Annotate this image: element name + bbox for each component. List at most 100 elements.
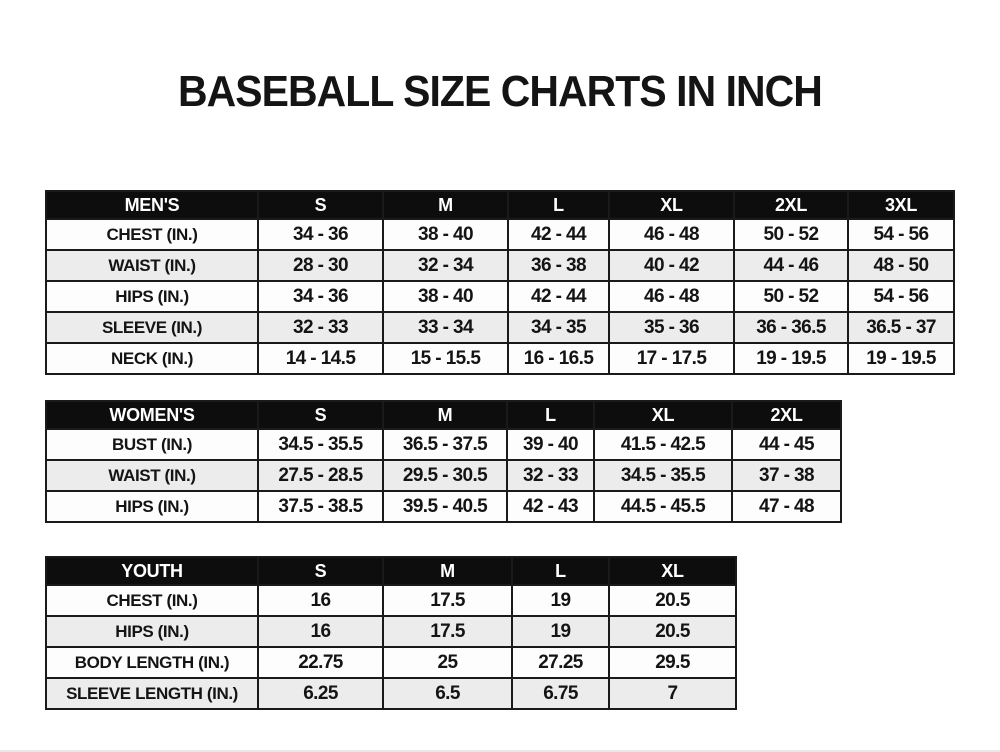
table-group-title: MEN'S (45, 190, 259, 220)
size-column-header: XL (608, 190, 735, 220)
size-value-cell: 41.5 - 42.5 (593, 428, 733, 461)
size-value-cell: 42 - 43 (506, 490, 595, 523)
measurement-row-label: CHEST (IN.) (45, 218, 259, 251)
size-column-header: XL (593, 400, 733, 430)
measurement-row-label: SLEEVE LENGTH (IN.) (45, 677, 259, 710)
size-column-header: S (257, 190, 384, 220)
size-value-cell: 34 - 36 (257, 280, 384, 313)
size-value-cell: 34.5 - 35.5 (257, 428, 384, 461)
size-value-cell: 32 - 33 (257, 311, 384, 344)
size-value-cell: 25 (382, 646, 513, 679)
size-column-header: L (507, 190, 610, 220)
size-value-cell: 50 - 52 (733, 280, 849, 313)
size-value-cell: 40 - 42 (608, 249, 735, 282)
size-value-cell: 34.5 - 35.5 (593, 459, 733, 492)
measurement-row-label: HIPS (IN.) (45, 615, 259, 648)
size-value-cell: 20.5 (608, 615, 737, 648)
size-value-cell: 19 (511, 615, 610, 648)
table-row: BUST (IN.) 34.5 - 35.5 36.5 - 37.5 39 - 40 4… (45, 428, 842, 461)
size-column-header: L (511, 556, 610, 586)
table-row: SLEEVE LENGTH (IN.) 6.25 6.5 6.75 7 (45, 677, 737, 710)
table-row: HIPS (IN.) 34 - 36 38 - 40 42 - 44 46 - 48 50… (45, 280, 955, 313)
size-value-cell: 46 - 48 (608, 280, 735, 313)
size-value-cell: 19 - 19.5 (733, 342, 849, 375)
size-value-cell: 16 (257, 615, 384, 648)
size-value-cell: 50 - 52 (733, 218, 849, 251)
header-row: WOMEN'S S M L XL 2XL (45, 400, 842, 430)
size-value-cell: 38 - 40 (382, 280, 509, 313)
size-value-cell: 27.5 - 28.5 (257, 459, 384, 492)
size-value-cell: 32 - 34 (382, 249, 509, 282)
size-column-header: XL (608, 556, 737, 586)
table-row: CHEST (IN.) 16 17.5 19 20.5 (45, 584, 737, 617)
size-value-cell: 34 - 36 (257, 218, 384, 251)
size-value-cell: 54 - 56 (847, 218, 955, 251)
size-value-cell: 39.5 - 40.5 (382, 490, 508, 523)
size-value-cell: 42 - 44 (507, 280, 610, 313)
table-row: CHEST (IN.) 34 - 36 38 - 40 42 - 44 46 - 48 5… (45, 218, 955, 251)
size-value-cell: 36 - 38 (507, 249, 610, 282)
measurement-row-label: CHEST (IN.) (45, 584, 259, 617)
size-value-cell: 47 - 48 (731, 490, 842, 523)
size-value-cell: 35 - 36 (608, 311, 735, 344)
table-row: WAIST (IN.) 28 - 30 32 - 34 36 - 38 40 - 42 4… (45, 249, 955, 282)
youth-size-table: YOUTH S M L XL CHEST (IN.) 16 17.5 19 20.5 HIPS (I… (45, 556, 737, 710)
header-row: MEN'S S M L XL 2XL 3XL (45, 190, 955, 220)
table-row: HIPS (IN.) 16 17.5 19 20.5 (45, 615, 737, 648)
table-row: HIPS (IN.) 37.5 - 38.5 39.5 - 40.5 42 - 43 4… (45, 490, 842, 523)
measurement-row-label: WAIST (IN.) (45, 249, 259, 282)
size-value-cell: 44 - 46 (733, 249, 849, 282)
measurement-row-label: SLEEVE (IN.) (45, 311, 259, 344)
size-value-cell: 28 - 30 (257, 249, 384, 282)
size-column-header: L (506, 400, 595, 430)
size-column-header: S (257, 400, 384, 430)
size-column-header: M (382, 556, 513, 586)
size-value-cell: 19 (511, 584, 610, 617)
size-value-cell: 27.25 (511, 646, 610, 679)
size-value-cell: 19 - 19.5 (847, 342, 955, 375)
measurement-row-label: HIPS (IN.) (45, 280, 259, 313)
size-column-header: 3XL (847, 190, 955, 220)
size-value-cell: 48 - 50 (847, 249, 955, 282)
size-value-cell: 37 - 38 (731, 459, 842, 492)
size-value-cell: 6.75 (511, 677, 610, 710)
size-value-cell: 54 - 56 (847, 280, 955, 313)
size-value-cell: 36.5 - 37 (847, 311, 955, 344)
size-value-cell: 38 - 40 (382, 218, 509, 251)
size-value-cell: 17.5 (382, 615, 513, 648)
size-value-cell: 7 (608, 677, 737, 710)
size-value-cell: 16 (257, 584, 384, 617)
size-value-cell: 6.5 (382, 677, 513, 710)
measurement-row-label: WAIST (IN.) (45, 459, 259, 492)
size-column-header: 2XL (733, 190, 849, 220)
measurement-row-label: NECK (IN.) (45, 342, 259, 375)
table-row: NECK (IN.) 14 - 14.5 15 - 15.5 16 - 16.5 17 … (45, 342, 955, 375)
size-value-cell: 16 - 16.5 (507, 342, 610, 375)
table-row: WAIST (IN.) 27.5 - 28.5 29.5 - 30.5 32 - 33… (45, 459, 842, 492)
size-value-cell: 36 - 36.5 (733, 311, 849, 344)
mens-size-table: MEN'S S M L XL 2XL 3XL CHEST (IN.) 34 - 36 38 - 4… (45, 190, 955, 375)
size-value-cell: 34 - 35 (507, 311, 610, 344)
page-title: BASEBALL SIZE CHARTS IN INCH (178, 67, 823, 116)
header-row: YOUTH S M L XL (45, 556, 737, 586)
size-value-cell: 39 - 40 (506, 428, 595, 461)
size-value-cell: 17.5 (382, 584, 513, 617)
table-group-title: YOUTH (45, 556, 259, 586)
size-value-cell: 22.75 (257, 646, 384, 679)
size-column-header: 2XL (731, 400, 842, 430)
womens-size-table: WOMEN'S S M L XL 2XL BUST (IN.) 34.5 - 35.5 36.5… (45, 400, 842, 523)
size-value-cell: 44 - 45 (731, 428, 842, 461)
size-value-cell: 33 - 34 (382, 311, 509, 344)
size-column-header: M (382, 400, 508, 430)
size-column-header: M (382, 190, 509, 220)
size-value-cell: 17 - 17.5 (608, 342, 735, 375)
size-value-cell: 36.5 - 37.5 (382, 428, 508, 461)
size-value-cell: 44.5 - 45.5 (593, 490, 733, 523)
size-value-cell: 37.5 - 38.5 (257, 490, 384, 523)
size-value-cell: 20.5 (608, 584, 737, 617)
size-value-cell: 42 - 44 (507, 218, 610, 251)
measurement-row-label: HIPS (IN.) (45, 490, 259, 523)
size-value-cell: 29.5 - 30.5 (382, 459, 508, 492)
table-row: SLEEVE (IN.) 32 - 33 33 - 34 34 - 35 35 - 36… (45, 311, 955, 344)
